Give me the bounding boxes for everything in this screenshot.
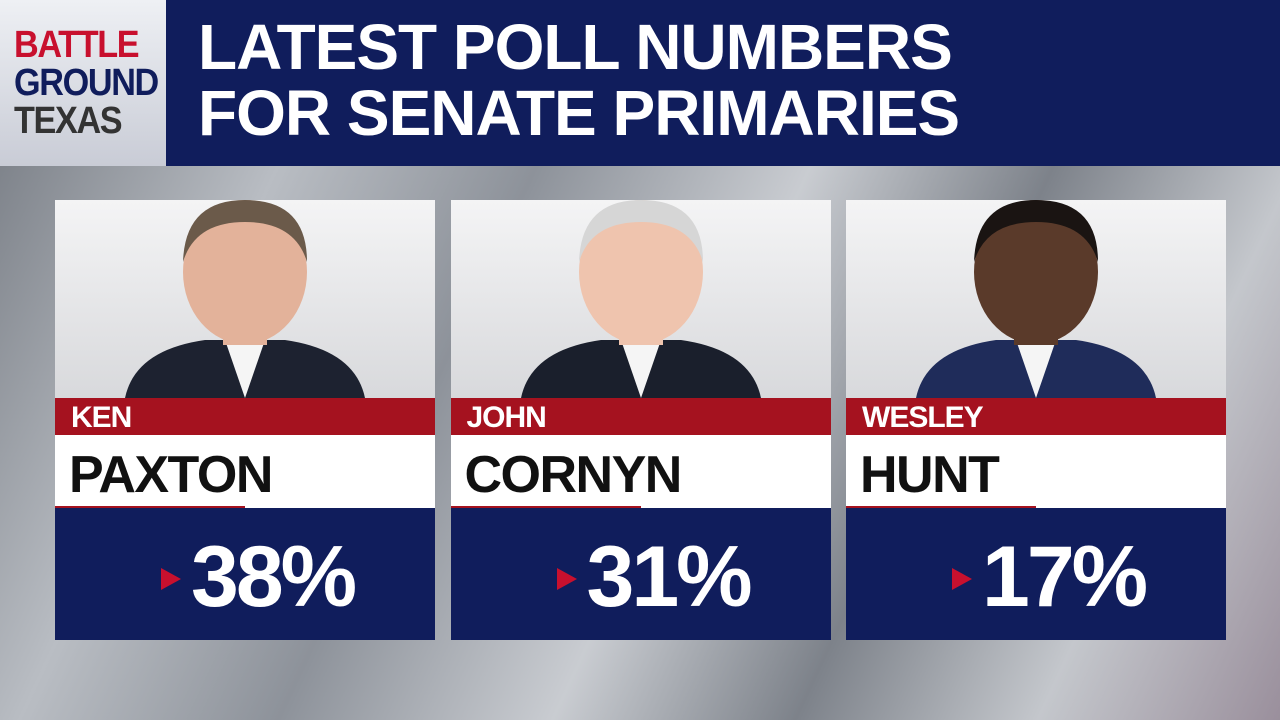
hair [974, 200, 1098, 262]
poll-value: 17% [982, 529, 1148, 625]
first-name: KEN [55, 398, 435, 435]
logo-line: GROUND [14, 62, 159, 104]
candidate-card: KEN PAXTON 38% [55, 200, 435, 640]
logo-line: BATTLE [14, 24, 140, 66]
pointer [952, 568, 972, 590]
poll-box: 17% [846, 508, 1226, 640]
poll-box: 38% [55, 508, 435, 640]
shirt [620, 340, 661, 398]
portrait [125, 200, 365, 398]
candidate-photo [450, 200, 831, 398]
candidate-photo [846, 200, 1226, 398]
candidate-card: JOHN CORNYN 31% [450, 200, 831, 640]
header-bar [0, 0, 1280, 166]
last-name: HUNT [846, 435, 1226, 508]
poll-box: 31% [450, 508, 831, 640]
pointer [161, 568, 181, 590]
last-name: PAXTON [55, 435, 435, 508]
shirt [225, 340, 265, 398]
head [578, 200, 703, 344]
title-line: LATEST POLL NUMBERS [198, 11, 953, 83]
logo: BATTLE GROUND TEXAS [0, 0, 166, 166]
hair [578, 200, 703, 262]
title-line: FOR SENATE PRIMARIES [198, 77, 960, 149]
pointer [556, 568, 577, 590]
first-name: JOHN [450, 398, 831, 435]
shirt [1016, 340, 1056, 398]
first-name: WESLEY [846, 398, 1226, 435]
title: LATEST POLL NUMBERS FOR SENATE PRIMARIES [198, 11, 960, 149]
portrait [520, 200, 761, 398]
head [974, 200, 1098, 344]
head [183, 200, 307, 344]
last-name: CORNYN [450, 435, 831, 508]
hair [183, 200, 307, 262]
candidate-photo [55, 200, 435, 398]
candidate-card: WESLEY HUNT 17% [846, 200, 1226, 640]
portrait [916, 200, 1156, 398]
logo-line: TEXAS [14, 100, 123, 142]
poll-value: 38% [191, 529, 357, 625]
poll-value: 31% [586, 529, 753, 625]
